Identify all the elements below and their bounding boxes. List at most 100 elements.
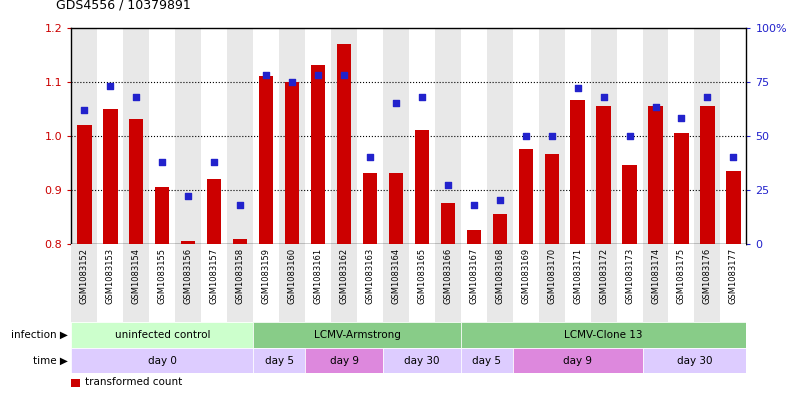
- Bar: [181, 241, 195, 244]
- Text: GSM1083176: GSM1083176: [703, 248, 712, 304]
- Bar: [77, 125, 91, 244]
- Text: GSM1083165: GSM1083165: [418, 248, 426, 304]
- Bar: [129, 119, 144, 244]
- Bar: [596, 106, 611, 244]
- Bar: [513, 244, 538, 322]
- Point: [415, 94, 428, 100]
- Point: [441, 182, 454, 188]
- Bar: [565, 28, 591, 244]
- Text: GSM1083173: GSM1083173: [625, 248, 634, 304]
- Text: GSM1083164: GSM1083164: [391, 248, 400, 304]
- Text: day 5: day 5: [264, 356, 294, 365]
- Bar: [461, 322, 746, 348]
- Text: GSM1083156: GSM1083156: [183, 248, 193, 304]
- Bar: [103, 108, 118, 244]
- Point: [390, 100, 403, 106]
- Bar: [305, 28, 331, 244]
- Bar: [545, 154, 559, 244]
- Bar: [565, 244, 591, 322]
- Point: [233, 202, 246, 208]
- Point: [286, 78, 299, 84]
- Text: day 5: day 5: [472, 356, 501, 365]
- Text: GSM1083159: GSM1083159: [262, 248, 271, 303]
- Bar: [727, 171, 741, 244]
- Text: day 9: day 9: [330, 356, 359, 365]
- Bar: [357, 244, 383, 322]
- Bar: [435, 244, 461, 322]
- Bar: [253, 348, 305, 373]
- Bar: [669, 244, 695, 322]
- Text: transformed count: transformed count: [85, 377, 182, 387]
- Text: LCMV-Clone 13: LCMV-Clone 13: [565, 330, 643, 340]
- Text: GSM1083163: GSM1083163: [365, 248, 375, 304]
- Bar: [155, 187, 169, 244]
- Text: GSM1083177: GSM1083177: [729, 248, 738, 304]
- Text: GSM1083175: GSM1083175: [677, 248, 686, 304]
- Text: day 0: day 0: [148, 356, 177, 365]
- Bar: [461, 28, 487, 244]
- Bar: [538, 244, 565, 322]
- Text: day 30: day 30: [676, 356, 712, 365]
- Bar: [461, 244, 487, 322]
- Point: [208, 158, 221, 165]
- Point: [675, 115, 688, 121]
- Point: [623, 132, 636, 139]
- Bar: [513, 348, 642, 373]
- Bar: [305, 244, 331, 322]
- Bar: [98, 244, 123, 322]
- Point: [468, 202, 480, 208]
- Text: GSM1083161: GSM1083161: [314, 248, 322, 304]
- Point: [312, 72, 325, 78]
- Bar: [467, 230, 481, 244]
- Text: day 30: day 30: [404, 356, 440, 365]
- Bar: [409, 244, 435, 322]
- Bar: [311, 65, 326, 244]
- Bar: [175, 28, 201, 244]
- Bar: [571, 101, 584, 244]
- Bar: [409, 28, 435, 244]
- Bar: [331, 28, 357, 244]
- Bar: [149, 28, 175, 244]
- Bar: [492, 214, 507, 244]
- Bar: [441, 203, 455, 244]
- Text: LCMV-Armstrong: LCMV-Armstrong: [314, 330, 400, 340]
- Text: GDS4556 / 10379891: GDS4556 / 10379891: [56, 0, 191, 12]
- Text: GSM1083153: GSM1083153: [106, 248, 115, 304]
- Bar: [357, 28, 383, 244]
- Text: time ▶: time ▶: [33, 356, 67, 365]
- Bar: [98, 28, 123, 244]
- Bar: [591, 244, 617, 322]
- Text: GSM1083170: GSM1083170: [547, 248, 556, 304]
- Bar: [227, 244, 253, 322]
- Bar: [71, 379, 80, 387]
- Bar: [617, 28, 642, 244]
- Point: [701, 94, 714, 100]
- Point: [78, 107, 91, 113]
- Bar: [123, 28, 149, 244]
- Point: [104, 83, 117, 89]
- Text: GSM1083162: GSM1083162: [340, 248, 349, 304]
- Point: [519, 132, 532, 139]
- Bar: [175, 244, 201, 322]
- Bar: [253, 28, 279, 244]
- Bar: [201, 28, 227, 244]
- Bar: [207, 179, 222, 244]
- Point: [182, 193, 195, 199]
- Bar: [331, 244, 357, 322]
- Text: GSM1083154: GSM1083154: [132, 248, 141, 303]
- Text: GSM1083157: GSM1083157: [210, 248, 218, 304]
- Bar: [71, 28, 98, 244]
- Bar: [695, 28, 720, 244]
- Text: GSM1083174: GSM1083174: [651, 248, 660, 304]
- Bar: [305, 348, 383, 373]
- Text: GSM1083160: GSM1083160: [287, 248, 297, 304]
- Point: [260, 72, 272, 78]
- Text: GSM1083158: GSM1083158: [236, 248, 245, 304]
- Bar: [383, 348, 461, 373]
- Bar: [487, 28, 513, 244]
- Point: [337, 72, 350, 78]
- Bar: [695, 244, 720, 322]
- Bar: [461, 348, 513, 373]
- Bar: [279, 28, 305, 244]
- Text: uninfected control: uninfected control: [114, 330, 210, 340]
